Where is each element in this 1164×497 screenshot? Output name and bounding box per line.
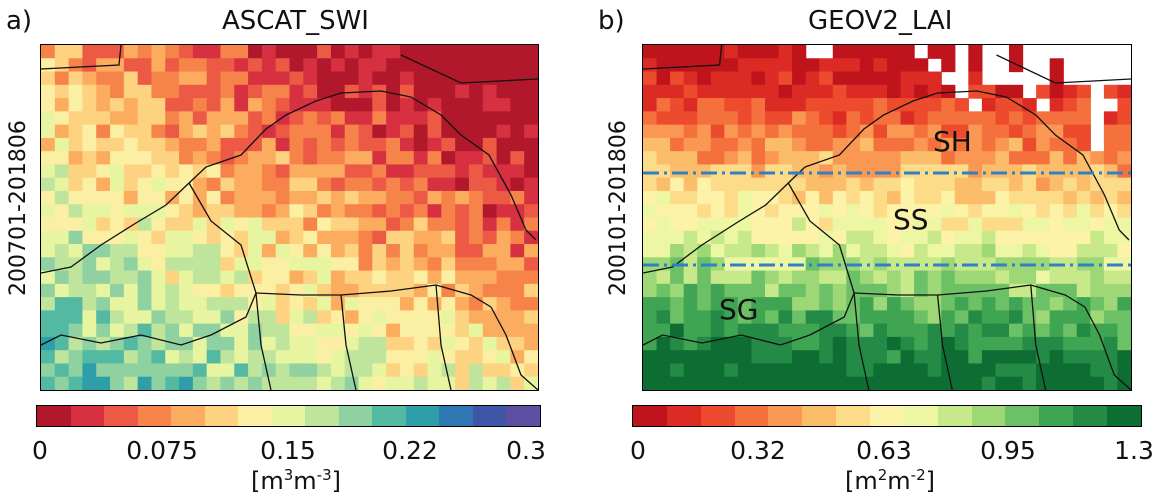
soil-water-map bbox=[40, 44, 539, 391]
colorbar-swatch bbox=[1039, 406, 1074, 426]
colorbar-swatch bbox=[372, 406, 406, 426]
colorbar-swatch bbox=[439, 406, 473, 426]
colorbar bbox=[36, 405, 541, 427]
units-label: [m2m-2] bbox=[844, 466, 936, 495]
colorbar-swatch bbox=[37, 406, 71, 426]
colorbar-tick: 0.15 bbox=[260, 436, 316, 465]
colorbar-swatch bbox=[633, 406, 667, 426]
map-title: GEOV2_LAI bbox=[808, 6, 953, 36]
units-label: [m3m-3] bbox=[250, 466, 342, 495]
colorbar-tick: 0.22 bbox=[382, 436, 438, 465]
colorbar-tick: 0.3 bbox=[506, 436, 546, 465]
lai-grid bbox=[643, 45, 1131, 390]
colorbar-tick: 0.95 bbox=[980, 436, 1036, 465]
soil-water-grid bbox=[41, 45, 538, 390]
colorbar-swatch bbox=[836, 406, 871, 426]
colorbar-tick: 0 bbox=[630, 436, 646, 465]
region-label-ss: SS bbox=[893, 203, 929, 236]
colorbar-swatch bbox=[1107, 406, 1141, 426]
period-label: 200701-201806 bbox=[6, 120, 31, 296]
colorbar-swatch bbox=[1005, 406, 1040, 426]
colorbar-swatch bbox=[870, 406, 904, 426]
colorbar-swatch bbox=[305, 406, 339, 426]
panel-geov2-lai: b) GEOV2_LAI 200101-201806 SH SS SG 0 0.… bbox=[594, 0, 1164, 497]
colorbar-swatch bbox=[937, 406, 972, 426]
colorbar-swatch bbox=[238, 406, 272, 426]
colorbar-swatch bbox=[1073, 406, 1108, 426]
colorbar-tick: 1.3 bbox=[1114, 436, 1154, 465]
colorbar-swatch bbox=[271, 406, 306, 426]
panel-ascat-swi: a) ASCAT_SWI 200701-201806 0 0.075 0.15 … bbox=[0, 0, 570, 497]
colorbar-tick: 0.63 bbox=[856, 436, 912, 465]
panel-label: a) bbox=[6, 6, 33, 36]
colorbar-swatch bbox=[338, 406, 373, 426]
colorbar-swatch bbox=[472, 406, 507, 426]
colorbar bbox=[632, 405, 1142, 427]
region-label-sg: SG bbox=[719, 293, 759, 326]
colorbar-swatch bbox=[666, 406, 701, 426]
colorbar-swatch bbox=[802, 406, 837, 426]
lai-map: SH SS SG bbox=[642, 44, 1132, 391]
colorbar-swatch bbox=[768, 406, 803, 426]
colorbar-swatch bbox=[903, 406, 938, 426]
map-title: ASCAT_SWI bbox=[222, 6, 369, 36]
colorbar-swatch bbox=[70, 406, 105, 426]
colorbar-tick: 0.32 bbox=[730, 436, 786, 465]
colorbar-tick: 0 bbox=[32, 436, 48, 465]
colorbar-swatch bbox=[171, 406, 205, 426]
colorbar-swatch bbox=[137, 406, 172, 426]
colorbar-swatch bbox=[700, 406, 735, 426]
region-label-sh: SH bbox=[933, 125, 972, 158]
panel-label: b) bbox=[598, 6, 625, 36]
colorbar-swatch bbox=[734, 406, 769, 426]
colorbar-swatch bbox=[204, 406, 239, 426]
colorbar-swatch bbox=[405, 406, 440, 426]
colorbar-tick: 0.075 bbox=[126, 436, 198, 465]
colorbar-swatch bbox=[971, 406, 1006, 426]
colorbar-swatch bbox=[506, 406, 540, 426]
period-label: 200101-201806 bbox=[606, 120, 631, 296]
colorbar-swatch bbox=[104, 406, 138, 426]
